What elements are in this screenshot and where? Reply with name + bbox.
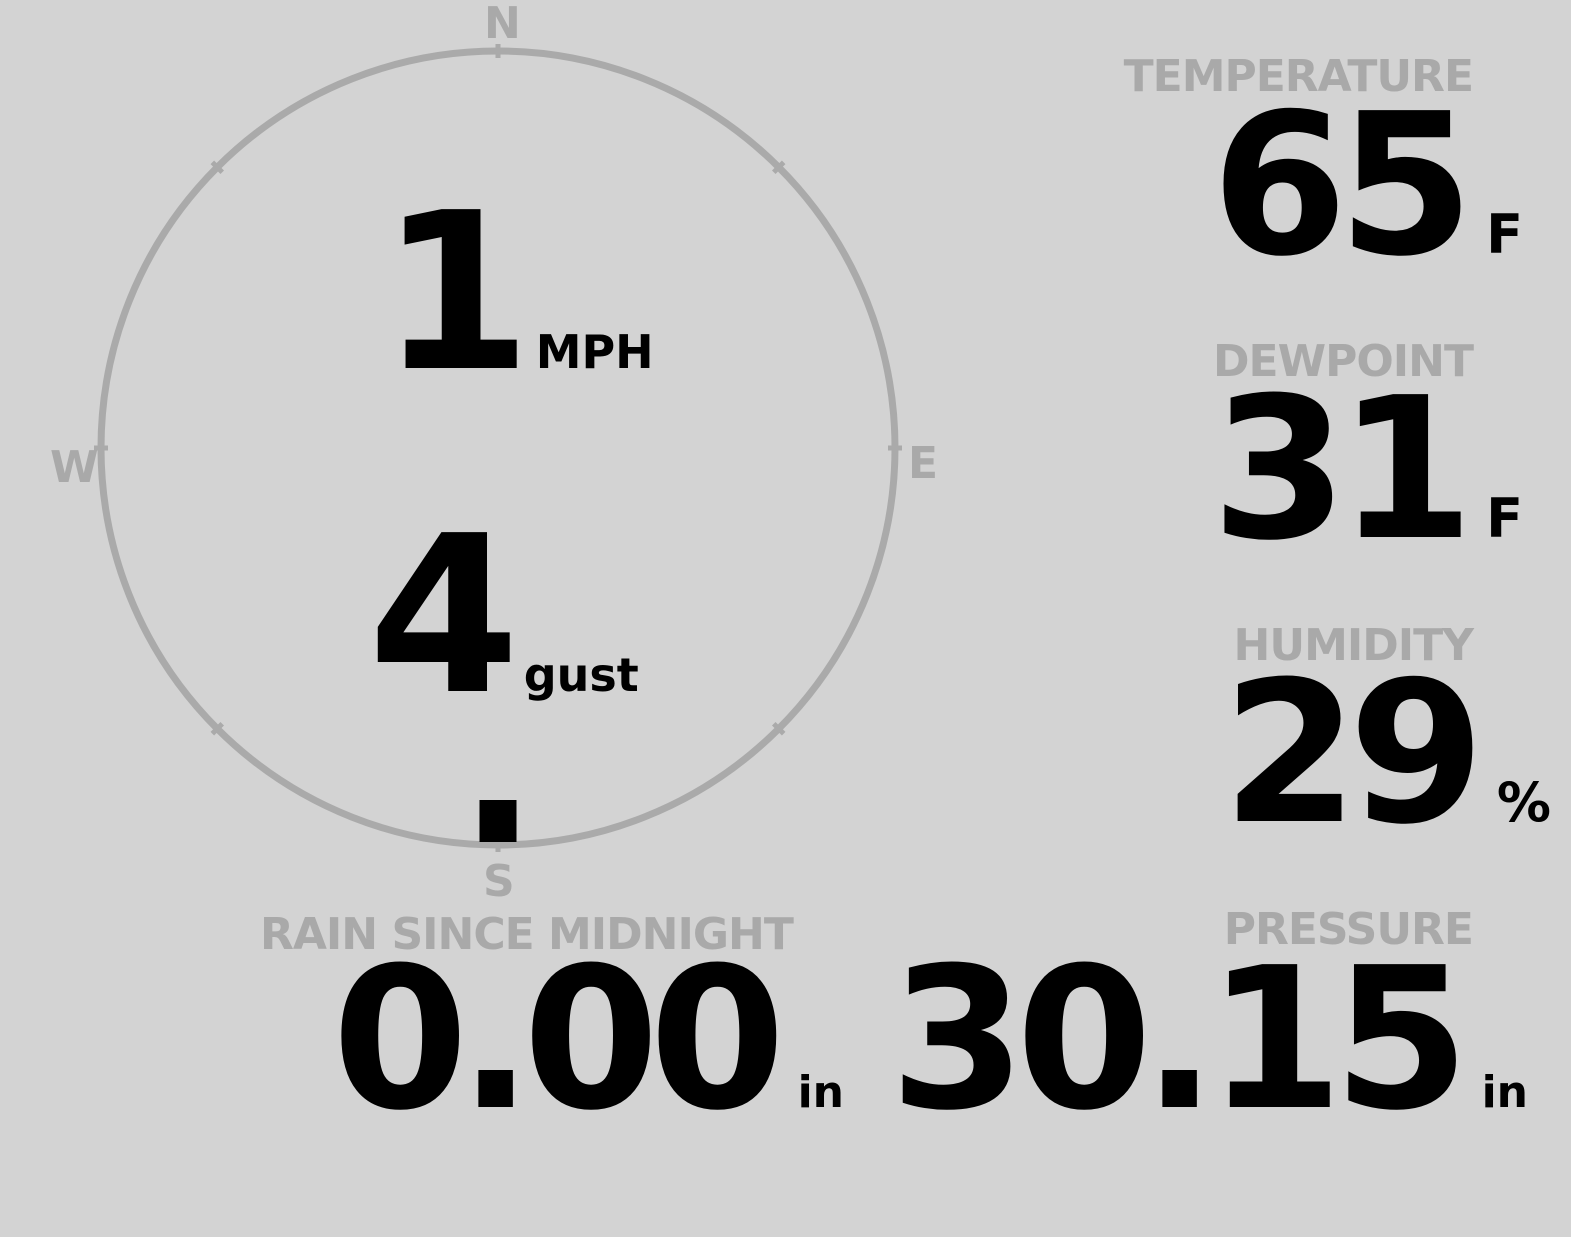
wind-speed: 1 MPH <box>380 185 654 403</box>
cardinal-w: W <box>50 442 99 493</box>
cardinal-n: N <box>484 0 521 49</box>
dewpoint-value: 31 <box>1211 356 1474 584</box>
pressure-label: PRESSURE <box>1223 904 1474 955</box>
pressure-value: 30.15 <box>889 926 1470 1154</box>
compass-tick <box>772 160 786 174</box>
dewpoint-unit: F <box>1486 487 1523 550</box>
rain-unit: in <box>797 1067 844 1118</box>
compass-tick <box>210 160 224 174</box>
rain-label: RAIN SINCE MIDNIGHT <box>260 909 794 960</box>
wind-gust-label: gust <box>523 648 639 702</box>
wind-direction-marker <box>479 800 517 842</box>
rain-value: 0.00 <box>332 926 786 1154</box>
wind-gust-value: 4 <box>368 490 520 743</box>
humidity-label: HUMIDITY <box>1233 620 1474 671</box>
pressure-unit: in <box>1481 1067 1528 1118</box>
dewpoint-label: DEWPOINT <box>1213 336 1474 387</box>
humidity: 29 % <box>1222 656 1551 852</box>
temperature-value: 65 <box>1211 72 1474 300</box>
pressure: 30.15 in <box>890 942 1528 1138</box>
wind-gust: 4 gust <box>368 508 639 726</box>
wind-speed-unit: MPH <box>535 325 654 379</box>
dewpoint: 31 F <box>1211 372 1523 568</box>
temperature: 65 F <box>1211 88 1523 284</box>
humidity-value: 29 <box>1222 640 1485 868</box>
temperature-label: TEMPERATURE <box>1123 51 1474 102</box>
temperature-unit: F <box>1486 203 1523 266</box>
cardinal-s: S <box>483 856 515 907</box>
rain: 0.00 in <box>332 942 844 1138</box>
cardinal-e: E <box>908 438 939 489</box>
humidity-unit: % <box>1496 771 1551 834</box>
compass-tick <box>772 722 786 736</box>
compass-tick <box>210 722 224 736</box>
wind-speed-value: 1 <box>380 167 532 420</box>
wind-compass <box>94 44 902 852</box>
